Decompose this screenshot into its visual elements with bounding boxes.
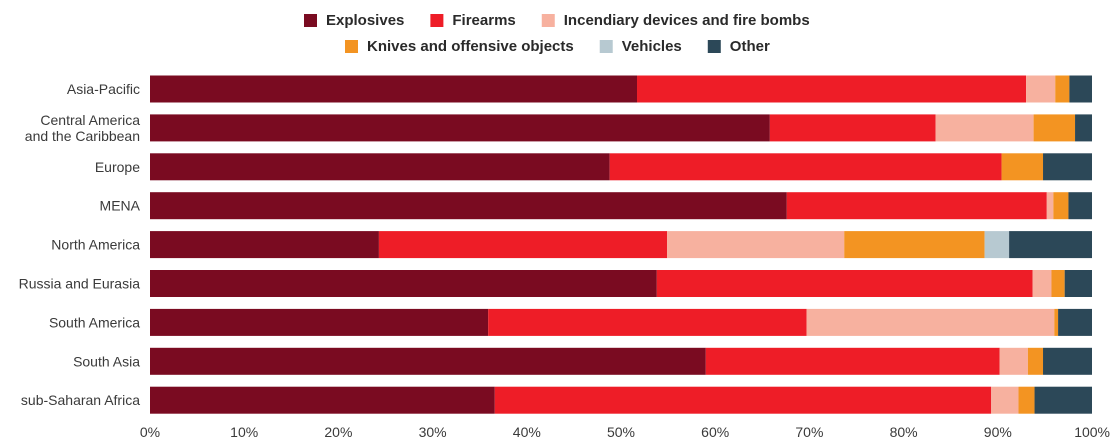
bar-segment-central-america-and-the-caribbean-other	[1075, 114, 1092, 142]
category-label: Russia and Eurasia	[19, 276, 141, 292]
bar-segment-south-america-firearms	[488, 308, 807, 336]
bar-segment-south-america-incendiary-devices-and-fire-bombs	[806, 308, 1055, 336]
bar-segment-sub-saharan-africa-explosives	[150, 386, 495, 414]
bar-segment-mena-incendiary-devices-and-fire-bombs	[1046, 192, 1054, 220]
plot-area	[150, 75, 1092, 414]
bar-segment-mena-knives-and-offensive-objects	[1053, 192, 1069, 220]
bar-segment-russia-and-eurasia-explosives	[150, 270, 657, 297]
bar-segment-south-america-explosives	[150, 308, 489, 336]
category-label: Central America	[40, 112, 140, 128]
legend-label-explosives: Explosives	[326, 12, 404, 29]
bar-segment-sub-saharan-africa-knives-and-offensive-objects	[1018, 386, 1035, 414]
x-tick-label: 10%	[230, 424, 258, 440]
bar-segment-north-america-vehicles	[984, 231, 1010, 259]
legend-label-firearms: Firearms	[452, 12, 515, 29]
bar-segment-south-america-knives-and-offensive-objects	[1054, 308, 1059, 336]
category-label: South America	[49, 314, 140, 330]
bar-segment-north-america-incendiary-devices-and-fire-bombs	[667, 231, 845, 259]
bar-segment-asia-pacific-incendiary-devices-and-fire-bombs	[1026, 75, 1056, 103]
bar-segment-north-america-explosives	[150, 231, 379, 259]
bar-segment-south-asia-other	[1043, 347, 1092, 375]
bar-segment-sub-saharan-africa-firearms	[494, 386, 992, 414]
bar-segment-asia-pacific-firearms	[637, 75, 1027, 103]
category-label: sub-Saharan Africa	[21, 392, 140, 408]
bar-segment-mena-other	[1068, 192, 1092, 220]
legend-swatch-knives-and-offensive-objects	[345, 40, 358, 53]
bar-segment-central-america-and-the-caribbean-firearms	[769, 114, 936, 142]
category-label: North America	[51, 237, 140, 253]
legend-label-other: Other	[730, 38, 770, 55]
bar-segment-europe-other	[1043, 153, 1092, 181]
bar-segment-europe-knives-and-offensive-objects	[1001, 153, 1044, 181]
bar-segment-europe-firearms	[609, 153, 1002, 181]
legend-swatch-incendiary-devices-and-fire-bombs	[541, 14, 555, 27]
x-tick-label: 60%	[701, 424, 729, 440]
category-label: MENA	[100, 198, 141, 214]
category-label: Europe	[95, 159, 140, 175]
bar-segment-asia-pacific-explosives	[150, 75, 638, 103]
bar-segment-south-asia-knives-and-offensive-objects	[1027, 347, 1044, 375]
bar-segment-europe-explosives	[150, 153, 610, 181]
legend-swatch-explosives	[304, 14, 317, 27]
x-tick-label: 80%	[890, 424, 918, 440]
category-label: and the Caribbean	[25, 128, 140, 144]
category-label: Asia-Pacific	[67, 81, 140, 97]
chart-legend: Explosives Firearms Incendiary devices and…	[304, 12, 810, 55]
legend-swatch-other	[707, 40, 721, 53]
bar-segment-central-america-and-the-caribbean-explosives	[150, 114, 770, 142]
bar-segment-russia-and-eurasia-firearms	[656, 270, 1033, 297]
legend-swatch-vehicles	[599, 40, 613, 53]
category-label: South Asia	[73, 353, 140, 369]
bar-segment-mena-firearms	[786, 192, 1047, 220]
legend-label-vehicles: Vehicles	[622, 38, 682, 55]
bar-segment-north-america-knives-and-offensive-objects	[844, 231, 985, 259]
bar-segment-sub-saharan-africa-incendiary-devices-and-fire-bombs	[991, 386, 1019, 414]
bar-segment-south-asia-incendiary-devices-and-fire-bombs	[999, 347, 1028, 375]
bar-segment-north-america-firearms	[378, 231, 668, 259]
bar-segment-central-america-and-the-caribbean-incendiary-devices-and-fire-bombs	[935, 114, 1034, 142]
x-tick-label: 30%	[419, 424, 447, 440]
bar-segment-south-america-other	[1058, 308, 1092, 336]
x-tick-label: 100%	[1074, 424, 1110, 440]
bar-segment-north-america-other	[1009, 231, 1092, 259]
x-tick-label: 70%	[795, 424, 823, 440]
bar-segment-asia-pacific-knives-and-offensive-objects	[1055, 75, 1070, 103]
legend-label-incendiary-devices-and-fire-bombs: Incendiary devices and fire bombs	[564, 12, 810, 29]
bar-segment-mena-explosives	[150, 192, 787, 220]
x-tick-label: 20%	[324, 424, 352, 440]
bar-segment-sub-saharan-africa-other	[1034, 386, 1092, 414]
bar-segment-russia-and-eurasia-knives-and-offensive-objects	[1051, 270, 1065, 297]
legend-label-knives-and-offensive-objects: Knives and offensive objects	[367, 38, 574, 55]
x-tick-label: 0%	[140, 424, 160, 440]
x-axis-ticks: 0% 10% 20% 30% 40% 50% 60% 70% 80% 90% 100%	[140, 424, 1110, 440]
bar-segment-russia-and-eurasia-other	[1064, 270, 1092, 297]
x-tick-label: 50%	[607, 424, 635, 440]
x-tick-label: 90%	[984, 424, 1012, 440]
bar-segment-south-asia-explosives	[150, 347, 706, 375]
bar-segment-russia-and-eurasia-incendiary-devices-and-fire-bombs	[1032, 270, 1052, 297]
x-tick-label: 40%	[513, 424, 541, 440]
bar-segment-south-asia-firearms	[705, 347, 1000, 375]
bar-segment-central-america-and-the-caribbean-knives-and-offensive-objects	[1033, 114, 1076, 142]
legend-swatch-firearms	[430, 14, 444, 27]
bar-segment-asia-pacific-other	[1069, 75, 1092, 103]
